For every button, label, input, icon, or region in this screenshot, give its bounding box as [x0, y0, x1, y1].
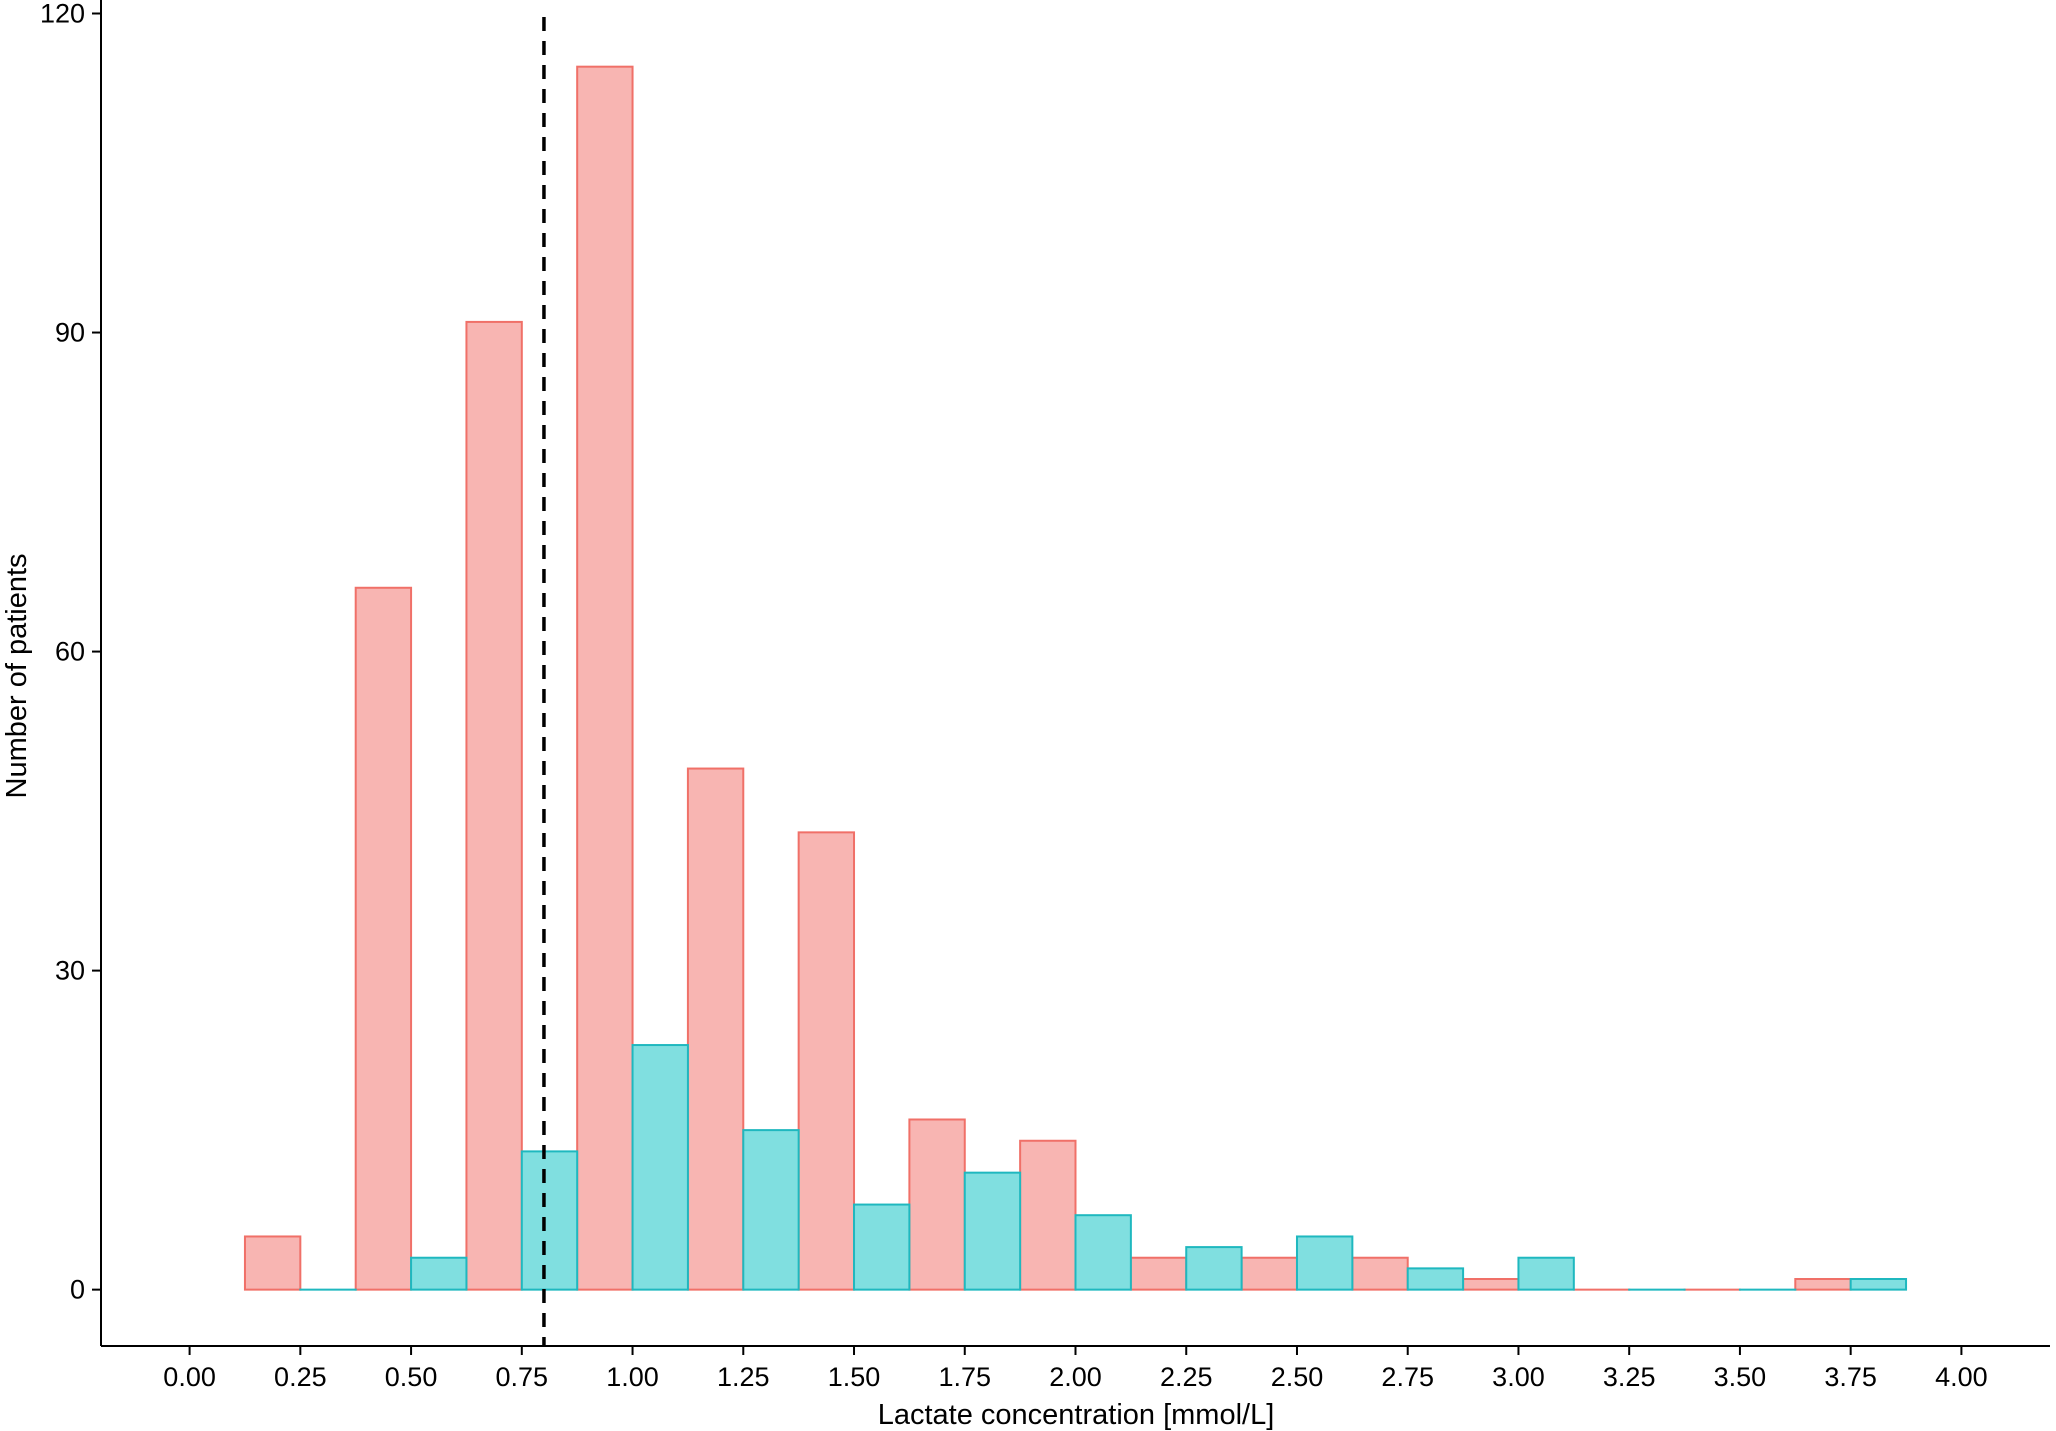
bar-series-1-bin-1: [243, 1235, 302, 1291]
bar-series-2-bin-11: [1406, 1267, 1465, 1291]
y-tick-label: 60: [55, 637, 85, 667]
x-tick-label: 2.75: [1381, 1362, 1434, 1392]
x-tick-label: 2.50: [1271, 1362, 1324, 1392]
bar-series-1-bin-2: [354, 586, 413, 1291]
x-tick-label: 3.25: [1603, 1362, 1656, 1392]
x-tick-label: 1.25: [717, 1362, 770, 1392]
bar-series-2-bin-2: [410, 1256, 468, 1291]
bar-series-2-bin-7: [963, 1171, 1022, 1291]
bar-series-1-bin-15: [1794, 1278, 1852, 1291]
y-tick-label: 0: [70, 1275, 85, 1305]
bar-series-1-bin-5: [686, 767, 745, 1291]
bar-series-1-bin-8: [1019, 1139, 1077, 1291]
bar-series-2-bin-9: [1185, 1246, 1243, 1291]
x-tick-label: 2.25: [1160, 1362, 1213, 1392]
bar-series-2-bin-6: [853, 1203, 911, 1291]
bar-series-1-bin-9: [1129, 1256, 1188, 1291]
bar-series-2-bin-15: [1849, 1278, 1908, 1291]
x-tick-label: 1.00: [606, 1362, 659, 1392]
bar-series-1-bin-7: [908, 1118, 966, 1291]
x-axis-title: Lactate concentration [mmol/L]: [878, 1399, 1275, 1431]
bar-series-2-bin-10: [1295, 1235, 1354, 1291]
x-tick-label: 0.75: [496, 1362, 549, 1392]
bar-series-2-bin-8: [1074, 1214, 1132, 1291]
x-tick-label: 1.50: [828, 1362, 881, 1392]
bar-series-1-bin-3: [465, 320, 523, 1291]
y-axis-ticks: 0 30 60 90 120: [40, 0, 101, 1305]
bar-series-1-bin-11: [1351, 1256, 1409, 1291]
y-tick-label: 30: [55, 956, 85, 986]
bar-series-2-bin-4: [631, 1044, 689, 1291]
x-axis-ticks: 0.00 0.25 0.50 0.75 1.00 1.25 1.50 1.75 2.00 2.25…: [163, 1346, 1988, 1392]
bar-series-2-bin-5: [742, 1129, 800, 1291]
bar-series-2-bin-3: [520, 1150, 579, 1291]
y-axis-title: Number of patients: [1, 553, 33, 798]
x-tick-label: 4.00: [1935, 1362, 1988, 1392]
bar-series-1-bin-10: [1240, 1256, 1298, 1291]
x-tick-label: 2.00: [1049, 1362, 1102, 1392]
x-tick-label: 3.00: [1492, 1362, 1545, 1392]
bar-series-2-bin-12: [1517, 1256, 1575, 1291]
bars-layer: [243, 65, 1908, 1291]
x-tick-label: 0.50: [385, 1362, 438, 1392]
y-tick-label: 120: [40, 0, 85, 29]
bar-series-1-bin-6: [797, 831, 856, 1291]
bar-series-1-bin-12: [1462, 1278, 1520, 1291]
x-tick-label: 3.75: [1824, 1362, 1877, 1392]
x-tick-label: 0.00: [163, 1362, 216, 1392]
x-tick-label: 3.50: [1714, 1362, 1767, 1392]
x-tick-label: 0.25: [274, 1362, 327, 1392]
bar-series-1-bin-4: [576, 65, 634, 1291]
y-tick-label: 90: [55, 318, 85, 348]
x-tick-label: 1.75: [938, 1362, 991, 1392]
